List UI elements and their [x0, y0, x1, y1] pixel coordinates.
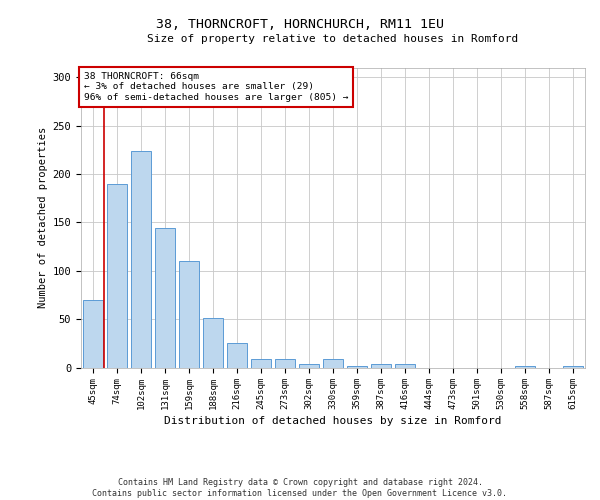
- Bar: [299, 364, 319, 368]
- Bar: [395, 364, 415, 368]
- Text: 38 THORNCROFT: 66sqm
← 3% of detached houses are smaller (29)
96% of semi-detach: 38 THORNCROFT: 66sqm ← 3% of detached ho…: [83, 72, 348, 102]
- Bar: [107, 184, 127, 368]
- Title: Size of property relative to detached houses in Romford: Size of property relative to detached ho…: [148, 34, 518, 44]
- Bar: [323, 359, 343, 368]
- Y-axis label: Number of detached properties: Number of detached properties: [38, 127, 49, 308]
- Bar: [515, 366, 535, 368]
- Bar: [347, 366, 367, 368]
- X-axis label: Distribution of detached houses by size in Romford: Distribution of detached houses by size …: [164, 416, 502, 426]
- Bar: [227, 344, 247, 367]
- Bar: [155, 228, 175, 368]
- Bar: [563, 366, 583, 368]
- Bar: [371, 364, 391, 368]
- Text: Contains HM Land Registry data © Crown copyright and database right 2024.
Contai: Contains HM Land Registry data © Crown c…: [92, 478, 508, 498]
- Bar: [179, 261, 199, 368]
- Bar: [83, 300, 103, 368]
- Bar: [275, 359, 295, 368]
- Text: 38, THORNCROFT, HORNCHURCH, RM11 1EU: 38, THORNCROFT, HORNCHURCH, RM11 1EU: [156, 18, 444, 30]
- Bar: [251, 359, 271, 368]
- Bar: [203, 318, 223, 368]
- Bar: [131, 150, 151, 368]
